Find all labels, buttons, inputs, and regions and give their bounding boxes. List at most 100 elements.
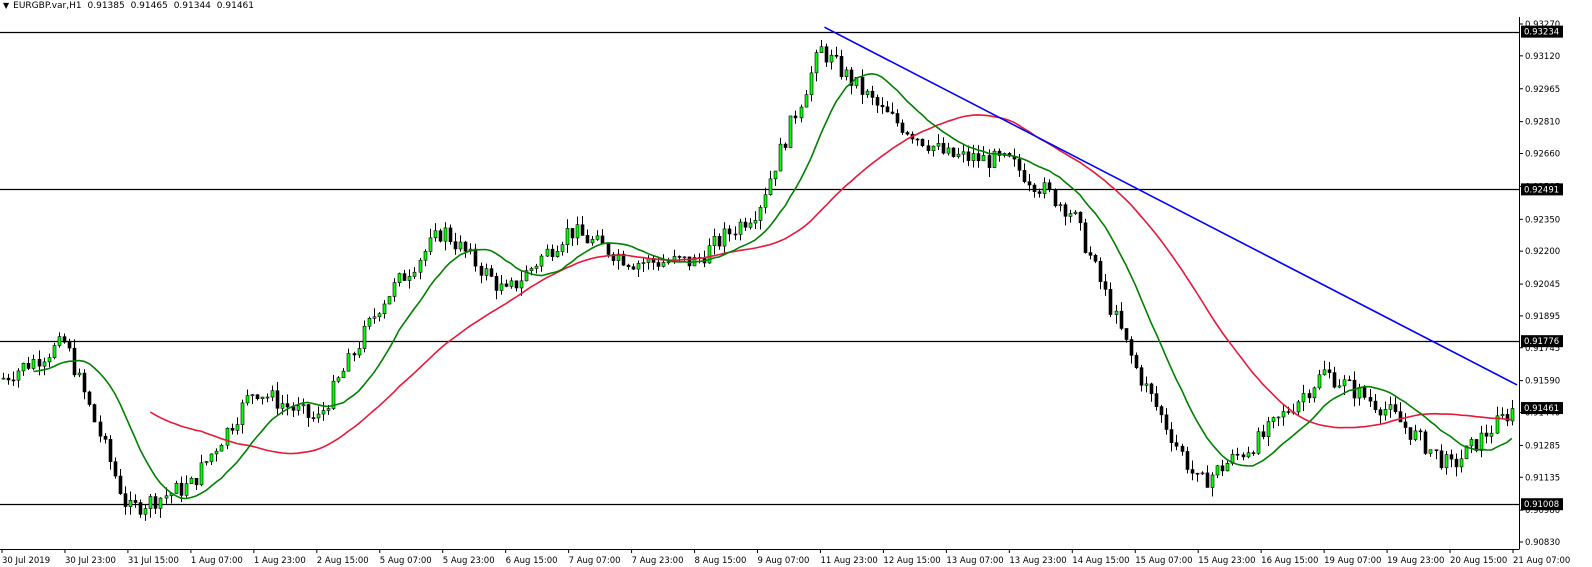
candle-body-up xyxy=(636,263,641,270)
candle-body-up xyxy=(524,270,529,282)
candle-body-up xyxy=(1215,465,1220,476)
time-tick-label: 5 Aug 07:00 xyxy=(380,556,432,566)
price-tick-label: 0.91285 xyxy=(1525,441,1560,451)
candle-body-up xyxy=(357,348,362,356)
candle-body-down xyxy=(11,379,16,382)
candle-body-up xyxy=(214,450,219,455)
candle-body-down xyxy=(677,256,682,258)
candle-body-down xyxy=(1022,170,1027,182)
candle-body-up xyxy=(301,404,306,407)
candle-body-up xyxy=(565,228,570,245)
time-axis: 30 Jul 2019 30 Jul 23:00 31 Jul 15:00 1 Aug… xyxy=(1,549,1570,566)
candle-body-up xyxy=(31,359,36,369)
candle-body-up xyxy=(346,353,351,372)
time-tick-label: 15 Aug 23:00 xyxy=(1198,556,1255,566)
time-tick-label: 13 Aug 07:00 xyxy=(946,556,1003,566)
candle-body-up xyxy=(377,313,382,318)
candle-body-down xyxy=(783,143,788,148)
candlesticks xyxy=(1,40,1515,521)
candle-body-up xyxy=(235,424,240,431)
candle-body-down xyxy=(793,115,798,119)
candle-body-up xyxy=(331,380,336,409)
candle-body-down xyxy=(26,363,31,369)
candle-body-down xyxy=(600,235,605,244)
candle-body-down xyxy=(920,138,925,146)
candle-body-down xyxy=(951,147,956,157)
candle-body-down xyxy=(108,439,113,462)
price-tick-label: 0.90830 xyxy=(1525,538,1560,548)
price-level-badge-text: 0.92491 xyxy=(1524,185,1559,195)
candle-body-down xyxy=(1047,182,1052,190)
triangle-down-icon[interactable]: ▼ xyxy=(3,1,10,10)
candle-body-up xyxy=(158,497,163,509)
time-tick-label: 30 Jul 2019 xyxy=(2,556,50,566)
trendline[interactable] xyxy=(824,26,1518,386)
candle-body-down xyxy=(880,104,885,108)
candle-body-down xyxy=(123,493,128,507)
candle-body-up xyxy=(174,482,179,494)
time-tick-label: 15 Aug 07:00 xyxy=(1135,556,1192,566)
candle-body-up xyxy=(1489,432,1494,437)
candle-body-up xyxy=(321,410,326,415)
high-price: 0.91465 xyxy=(130,1,168,11)
candle-body-down xyxy=(67,341,72,349)
candle-body-down xyxy=(550,248,555,257)
candle-body-up xyxy=(788,115,793,148)
candle-body-down xyxy=(1393,404,1398,412)
time-tick-label: 5 Aug 23:00 xyxy=(443,556,495,566)
candle-body-down xyxy=(402,273,407,281)
candle-body-up xyxy=(443,227,448,242)
price-tick-label: 0.91590 xyxy=(1525,377,1560,387)
candle-body-down xyxy=(306,404,311,418)
price-level-badge-text: 0.91461 xyxy=(1524,404,1559,414)
candle-body-up xyxy=(682,256,687,259)
candle-body-down xyxy=(92,404,97,423)
candle-body-up xyxy=(326,408,331,411)
candle-body-up xyxy=(666,261,671,264)
candle-body-up xyxy=(1042,182,1047,194)
candle-body-down xyxy=(1159,406,1164,416)
time-tick-label: 9 Aug 07:00 xyxy=(758,556,810,566)
candle-body-down xyxy=(1403,421,1408,428)
price-tick-label: 0.90980 xyxy=(1525,506,1560,516)
price-tick-label: 0.92200 xyxy=(1525,247,1560,257)
candle-body-down xyxy=(915,138,920,141)
candle-body-up xyxy=(260,396,265,400)
candle-body-up xyxy=(21,363,26,372)
candle-body-down xyxy=(1103,281,1108,290)
time-tick-label: 19 Aug 07:00 xyxy=(1324,556,1381,566)
candle-body-up xyxy=(1383,409,1388,416)
candle-body-down xyxy=(1362,387,1367,398)
candle-body-down xyxy=(1195,472,1200,475)
candle-body-up xyxy=(240,402,245,425)
candle-body-up xyxy=(225,427,230,446)
candle-body-up xyxy=(931,145,936,151)
candle-body-up xyxy=(595,235,600,240)
candle-body-down xyxy=(580,224,585,236)
candle-body-down xyxy=(606,243,611,255)
candle-body-up xyxy=(382,303,387,314)
price-axis: 0.932700.931200.929650.928100.926600.925… xyxy=(1519,20,1560,548)
candle-body-down xyxy=(860,76,865,95)
candle-body-down xyxy=(824,46,829,63)
candle-body-up xyxy=(372,316,377,319)
candle-body-down xyxy=(1088,252,1093,256)
candle-body-up xyxy=(936,142,941,147)
candle-body-up xyxy=(1301,393,1306,403)
candle-body-up xyxy=(575,224,580,239)
candle-body-down xyxy=(352,353,357,356)
candle-body-up xyxy=(336,377,341,382)
candle-body-down xyxy=(1398,411,1403,423)
candle-body-up xyxy=(509,280,514,287)
candle-body-down xyxy=(98,421,103,437)
candle-body-down xyxy=(1286,411,1291,413)
candle-body-down xyxy=(138,502,143,515)
candle-body-up xyxy=(616,253,621,261)
time-tick-label: 30 Jul 23:00 xyxy=(65,556,116,566)
time-tick-label: 1 Aug 23:00 xyxy=(254,556,306,566)
candle-body-up xyxy=(204,461,209,464)
candle-body-down xyxy=(1368,397,1373,402)
time-tick-label: 31 Jul 15:00 xyxy=(128,556,179,566)
candle-body-up xyxy=(1256,431,1261,454)
